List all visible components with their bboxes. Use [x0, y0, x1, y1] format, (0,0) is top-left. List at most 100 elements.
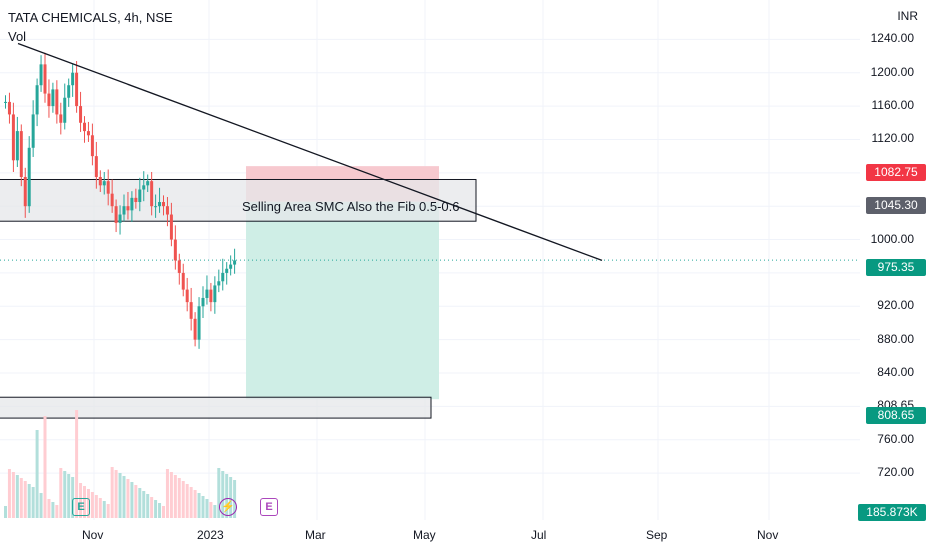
- candle-body: [27, 147, 31, 207]
- volume-bar: [165, 469, 169, 518]
- stop-price-tag: 1082.75: [866, 164, 926, 181]
- candle-body: [154, 206, 158, 208]
- volume-bar: [86, 489, 90, 518]
- candle-body: [142, 185, 146, 190]
- candle-body: [63, 97, 67, 123]
- y-tick-label: 880.00: [877, 331, 914, 346]
- candle-body: [201, 297, 205, 307]
- volume-bar: [67, 474, 71, 518]
- candle-body: [205, 289, 209, 298]
- y-tick-label: 1160.00: [871, 98, 915, 113]
- volume-bar: [43, 416, 47, 518]
- candle-body: [39, 64, 43, 86]
- volume-bar: [98, 498, 102, 518]
- resistance-zone: [0, 178, 477, 222]
- candle-body: [4, 101, 7, 103]
- candle-body: [181, 272, 185, 290]
- volume-bar: [221, 471, 225, 518]
- earnings-icon[interactable]: E: [260, 498, 278, 516]
- candle-body: [35, 85, 39, 115]
- volume-bar: [225, 474, 229, 518]
- candle-body: [71, 72, 75, 86]
- candle-body: [221, 272, 225, 282]
- target-price-tag: 808.65: [866, 407, 926, 424]
- candle-body: [177, 260, 181, 273]
- volume-indicator-label: Vol: [8, 29, 27, 44]
- candle-body: [47, 93, 51, 107]
- candle-body: [134, 197, 138, 203]
- y-tick-label: 1120.00: [871, 131, 915, 146]
- split-icon[interactable]: ⚡: [219, 498, 237, 516]
- y-tick-label: 1200.00: [870, 64, 914, 79]
- volume-bar: [35, 430, 39, 518]
- earnings-icon[interactable]: E: [72, 498, 90, 516]
- volume-bar: [154, 500, 158, 518]
- volume-bar: [181, 481, 185, 518]
- volume-value-tag: 185.873K: [858, 504, 926, 521]
- trendline: [17, 42, 603, 262]
- candle-body: [138, 189, 142, 203]
- candle-body: [19, 131, 23, 177]
- candle-body: [90, 135, 94, 157]
- volume-bar: [197, 493, 201, 518]
- candle-body: [162, 202, 165, 207]
- volume-bar: [23, 481, 27, 518]
- candle-body: [86, 131, 90, 136]
- candle-body: [197, 306, 201, 340]
- volume-bar: [75, 410, 79, 518]
- currency-label: INR: [897, 9, 918, 23]
- candle-body: [102, 181, 106, 186]
- y-tick-label: 1000.00: [870, 231, 914, 246]
- volume-bar: [15, 475, 19, 518]
- x-tick-label: 2023: [197, 528, 224, 542]
- candle-body: [209, 289, 213, 303]
- candle-body: [114, 206, 118, 223]
- volume-bar: [150, 497, 154, 518]
- candle-body: [165, 206, 169, 215]
- candle-body: [98, 176, 102, 186]
- candle-body: [75, 72, 79, 107]
- x-tick-label: Jul: [531, 528, 547, 542]
- candle-body: [31, 114, 35, 148]
- volume-bar: [169, 472, 173, 518]
- candle-body: [130, 197, 134, 211]
- candle-body: [146, 181, 150, 186]
- candle-body: [43, 64, 47, 94]
- volume-bar: [205, 499, 209, 518]
- volume-bar: [55, 505, 59, 518]
- volume-bar: [134, 485, 138, 518]
- volume-bar: [106, 504, 110, 518]
- volume-bar: [7, 469, 11, 518]
- candle-body: [106, 181, 110, 194]
- candle-body: [83, 122, 86, 132]
- volume-bar: [233, 480, 237, 518]
- volume-bar: [83, 486, 86, 518]
- volume-bar: [130, 482, 134, 518]
- volume-bar: [162, 506, 165, 518]
- volume-bar: [201, 496, 205, 518]
- candle-body: [126, 206, 130, 211]
- volume-bar: [146, 494, 150, 518]
- volume-bar: [118, 473, 122, 518]
- volume-bar: [229, 477, 233, 518]
- volume-bar: [126, 479, 130, 518]
- candle-body: [150, 181, 154, 207]
- volume-bar: [90, 492, 94, 518]
- volume-bar: [177, 478, 181, 518]
- candle-body: [59, 114, 63, 123]
- candle-body: [217, 281, 221, 286]
- candle-body: [158, 202, 162, 207]
- volume-bar: [71, 477, 75, 518]
- volume-bar: [217, 468, 221, 518]
- candle-body: [55, 89, 59, 115]
- candle-body: [193, 318, 197, 340]
- candle-body: [225, 268, 229, 273]
- x-tick-label: Nov: [757, 528, 779, 542]
- symbol-title: TATA CHEMICALS, 4h, NSE: [8, 10, 173, 25]
- candle-body: [79, 106, 83, 123]
- volume-bar: [94, 495, 98, 518]
- volume-bar: [185, 484, 189, 518]
- volume-bar: [47, 499, 51, 518]
- x-tick-label: Sep: [646, 528, 668, 542]
